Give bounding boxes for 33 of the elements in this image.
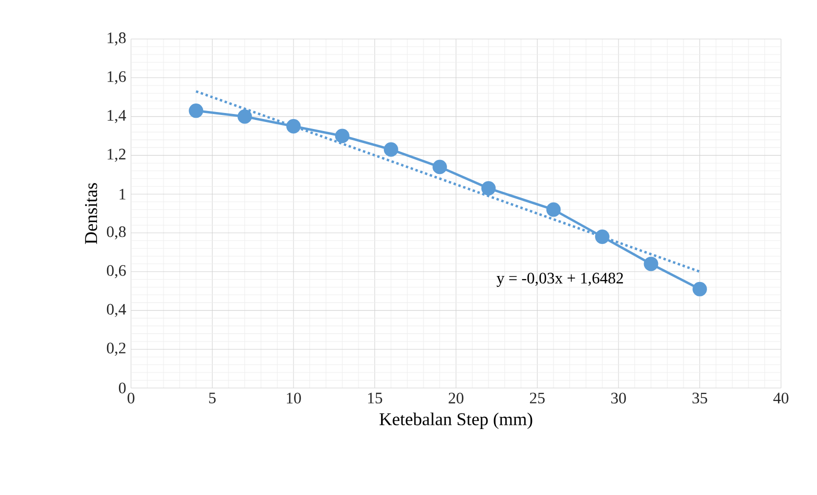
point: [335, 128, 350, 144]
point: [384, 142, 398, 157]
point: [286, 119, 301, 134]
x-tick-label: 40: [773, 392, 788, 404]
y-tick-label: 1,8: [108, 32, 126, 46]
y-tick-label: 1,4: [108, 110, 126, 124]
y-tick-label: 0,6: [106, 265, 126, 278]
point: [644, 256, 658, 272]
point: [238, 109, 252, 124]
x-tick-label: 15: [368, 392, 382, 404]
y-tick-label: 0,8: [106, 226, 126, 240]
point: [432, 160, 447, 174]
y-axis-title: Densitas: [85, 183, 98, 244]
point: [595, 230, 610, 244]
y-tick-label: 1: [120, 188, 126, 200]
point: [692, 282, 707, 296]
y-tick-label: 0,2: [106, 342, 126, 356]
y-tick-label: 0: [118, 382, 126, 394]
x-tick-label: 20: [448, 392, 464, 404]
annotation: y = -0,03x + 1,6482: [496, 272, 623, 287]
x-tick-label: 10: [286, 392, 301, 404]
y-tick-label: 0,4: [106, 304, 126, 317]
point: [481, 181, 496, 196]
x-tick-label: 0: [128, 392, 134, 404]
y-tick-label: 1,6: [108, 71, 126, 84]
x-tick-label: 25: [530, 392, 545, 404]
x-tick-label: 30: [611, 392, 626, 404]
point: [188, 104, 204, 118]
x-axis-title: Ketebalan Step (mm): [380, 412, 532, 429]
point: [546, 202, 561, 217]
y-tick-label: 1,2: [108, 148, 126, 162]
x-tick-label: 35: [692, 392, 708, 404]
x-tick-label: 5: [209, 392, 216, 404]
